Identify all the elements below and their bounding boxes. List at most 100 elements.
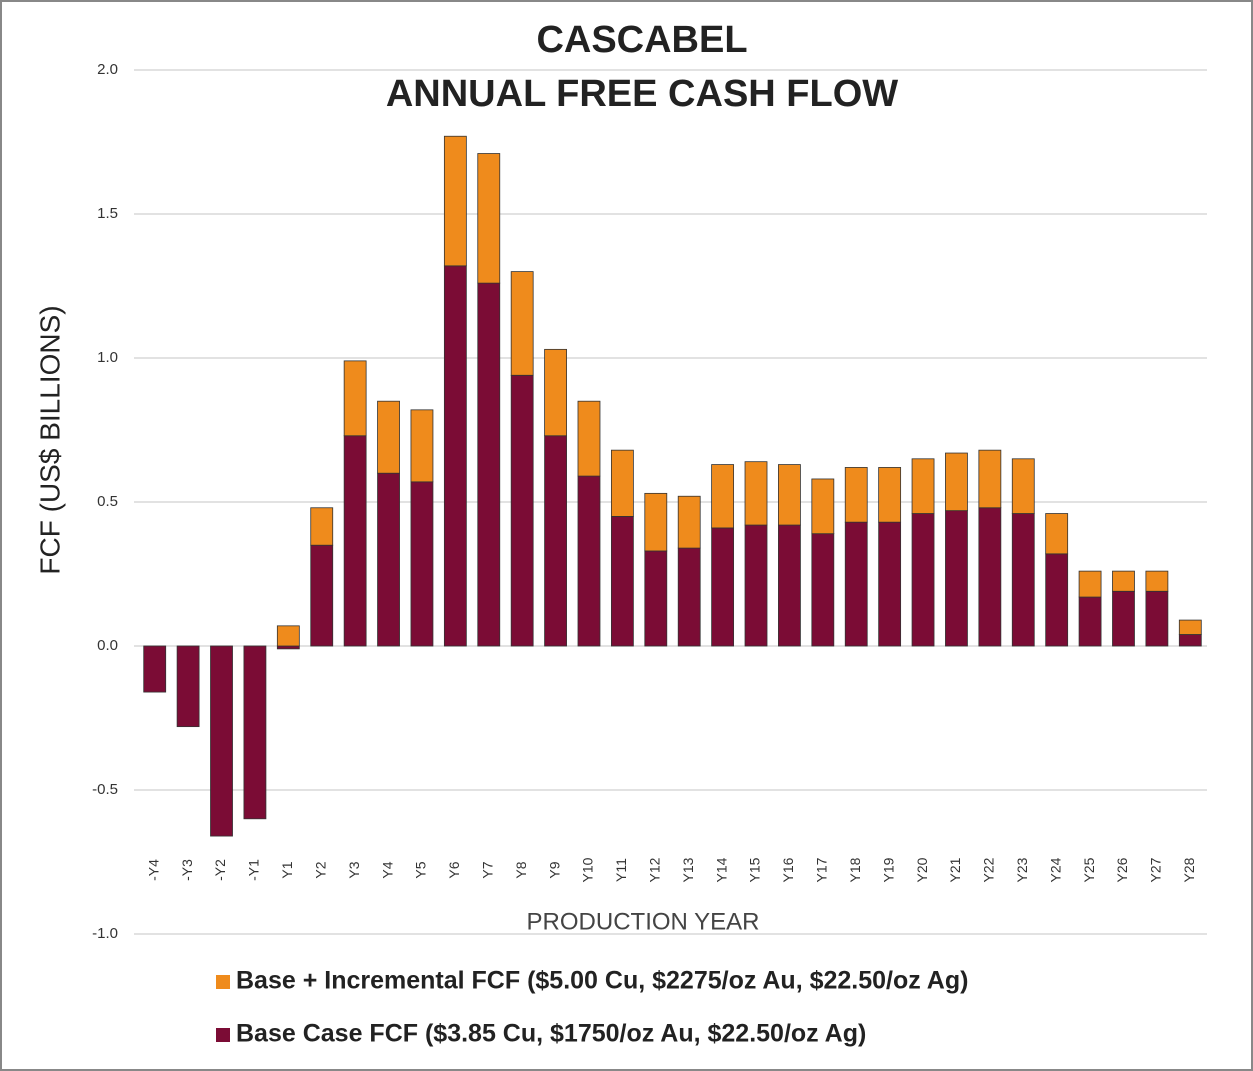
legend-swatch [216, 975, 230, 989]
bar-segment [410, 409, 434, 483]
legend-label: Base + Incremental FCF ($5.00 Cu, $2275/… [236, 967, 968, 995]
bar-segment [1112, 570, 1135, 592]
bar-segment [276, 645, 300, 650]
bar-segment [343, 435, 367, 647]
bar-segment [1178, 634, 1202, 647]
x-tick-label: -Y3 [179, 859, 195, 881]
bar-segment [677, 495, 701, 549]
bar-segment [1178, 619, 1202, 635]
bar-segment [477, 153, 501, 284]
x-tick-label: Y28 [1181, 857, 1197, 882]
bar-segment [377, 472, 400, 647]
bar-segment [310, 544, 334, 647]
chart-subtitle: ANNUAL FREE CASH FLOW [386, 73, 898, 115]
x-tick-label: -Y1 [246, 859, 262, 881]
x-tick-label: Y20 [914, 857, 930, 882]
bar-segment [844, 467, 868, 523]
bar-segment [143, 645, 167, 693]
bar-segment [510, 374, 534, 647]
bar-segment [911, 513, 935, 647]
bar-segment [1145, 590, 1169, 647]
y-tick-label: -0.5 [92, 781, 118, 798]
bar-segment [878, 521, 902, 647]
bar-segment [878, 467, 902, 523]
bar-segment [644, 492, 668, 552]
x-tick-label: Y1 [279, 861, 295, 878]
bar-segment [978, 449, 1002, 509]
bar-segment [744, 524, 768, 647]
bar-segment [844, 521, 868, 647]
bar-segment [577, 400, 601, 477]
x-tick-label: Y9 [546, 861, 562, 878]
bar-segment [410, 481, 434, 647]
x-axis-label: PRODUCTION YEAR [527, 908, 760, 935]
bar-segment [711, 464, 735, 529]
x-tick-label: Y21 [947, 857, 963, 882]
bar-segment [811, 478, 835, 535]
x-tick-label: Y23 [1014, 857, 1030, 882]
x-tick-label: Y26 [1114, 857, 1130, 882]
bar-segment [276, 625, 300, 647]
legend-label: Base Case FCF ($3.85 Cu, $1750/oz Au, $2… [236, 1020, 866, 1048]
y-tick-label: -1.0 [92, 925, 118, 942]
bar-segment [610, 449, 634, 517]
x-tick-label: Y19 [880, 857, 896, 882]
bar-segment [811, 533, 835, 647]
bar-segment [744, 461, 768, 526]
bar-segment [1078, 570, 1102, 598]
x-tick-label: Y10 [580, 857, 596, 882]
y-tick-label: 2.0 [97, 61, 118, 78]
bar-segment [1112, 590, 1135, 647]
bar-segment [911, 458, 935, 514]
bar-segment [610, 516, 634, 647]
y-tick-label: 1.5 [97, 205, 118, 222]
bar-segment [210, 645, 233, 837]
x-tick-label: -Y4 [145, 859, 161, 881]
bar-segment [243, 645, 267, 820]
y-tick-label: 1.0 [97, 349, 118, 366]
bar-segment [577, 475, 601, 647]
y-tick-label: 0.5 [97, 493, 118, 510]
bar-segment [1045, 553, 1069, 647]
x-tick-label: Y27 [1148, 857, 1164, 882]
bar-segment [377, 400, 400, 474]
x-tick-label: Y24 [1047, 857, 1063, 882]
bar-segment [945, 510, 968, 647]
x-tick-label: Y12 [647, 857, 663, 882]
x-tick-label: Y22 [981, 857, 997, 882]
y-axis-label: FCF (US$ BILLIONS) [34, 305, 65, 574]
bar-segment [778, 524, 801, 647]
bar-segment [443, 135, 467, 267]
bar-segment [343, 360, 367, 437]
bar-segment [1011, 458, 1035, 514]
bar-segment [443, 265, 467, 647]
x-tick-label: Y2 [312, 861, 328, 878]
x-tick-label: Y17 [814, 857, 830, 882]
bar-segment [644, 550, 668, 647]
bar-segment [1078, 596, 1102, 647]
x-tick-label: Y13 [680, 857, 696, 882]
bar-segment [510, 271, 534, 376]
x-tick-label: Y15 [747, 857, 763, 882]
bar-segment [677, 547, 701, 647]
bar-segment [477, 282, 501, 647]
bar-segment [310, 507, 334, 546]
x-tick-label: Y4 [379, 861, 395, 878]
bar-segment [544, 435, 567, 647]
chart-title: CASCABEL [536, 19, 747, 61]
x-tick-label: Y8 [513, 861, 529, 878]
x-tick-label: Y7 [479, 861, 495, 878]
x-tick-label: Y3 [346, 861, 362, 878]
bar-segment [711, 527, 735, 647]
x-tick-label: Y18 [847, 857, 863, 882]
x-tick-label: Y25 [1081, 857, 1097, 882]
legend-swatch [216, 1028, 230, 1042]
bar-segment [544, 348, 567, 437]
y-tick-label: 0.0 [97, 637, 118, 654]
x-tick-label: Y16 [780, 857, 796, 882]
x-tick-label: Y14 [713, 857, 729, 882]
x-tick-label: -Y2 [212, 859, 228, 881]
x-tick-label: Y5 [413, 861, 429, 878]
bar-segment [978, 507, 1002, 647]
